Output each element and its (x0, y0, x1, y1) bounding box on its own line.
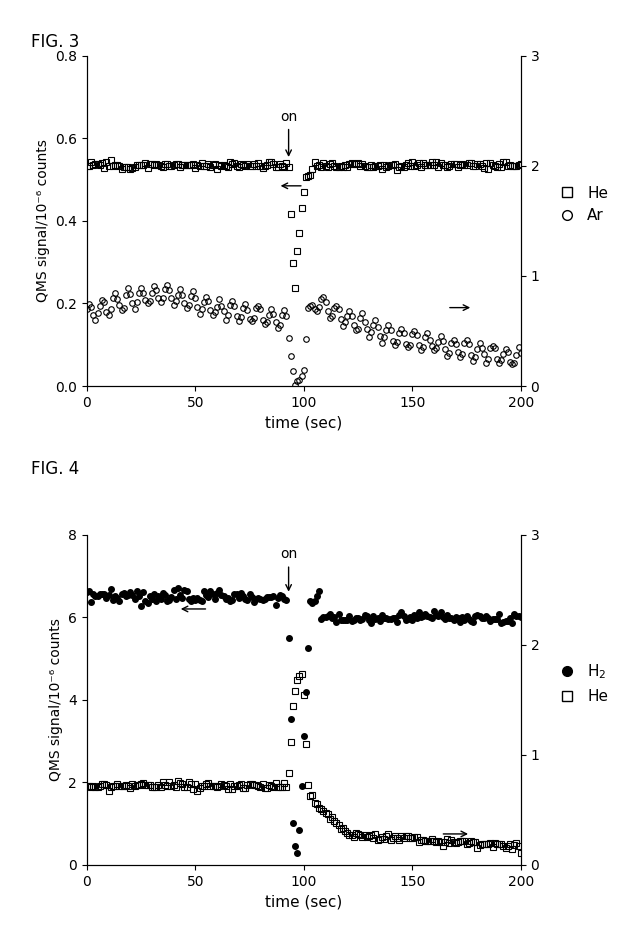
Y-axis label: QMS signal/10⁻⁶ counts: QMS signal/10⁻⁶ counts (48, 618, 63, 781)
Text: on: on (280, 110, 297, 155)
Legend: He, Ar: He, Ar (546, 179, 614, 230)
X-axis label: time (sec): time (sec) (265, 416, 342, 431)
X-axis label: time (sec): time (sec) (265, 894, 342, 910)
Text: on: on (280, 548, 297, 591)
Legend: H$_2$, He: H$_2$, He (546, 657, 614, 710)
Text: FIG. 3: FIG. 3 (31, 33, 79, 50)
Text: FIG. 4: FIG. 4 (31, 460, 79, 478)
Y-axis label: QMS signal/10⁻⁶ counts: QMS signal/10⁻⁶ counts (35, 140, 50, 302)
